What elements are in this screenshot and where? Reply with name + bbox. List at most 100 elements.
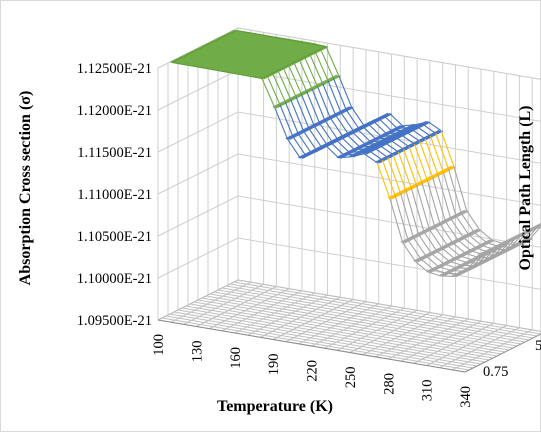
surface-x-line	[411, 129, 426, 140]
surface-x-line	[390, 139, 405, 150]
surface-x-line	[479, 229, 493, 241]
surface-x-line	[378, 139, 392, 144]
surface-x-line	[470, 250, 484, 256]
depth-axis-title: Optical Path Length (L)	[517, 106, 534, 271]
surface-depth-line	[413, 228, 478, 262]
surface-x-line	[415, 261, 429, 273]
surface-x-line	[447, 168, 462, 214]
surface-x-line	[346, 134, 361, 148]
surface-x-line	[338, 156, 352, 159]
surface-x-line	[524, 225, 539, 242]
surface-depth-line	[400, 209, 466, 243]
surface-x-line	[404, 126, 418, 131]
surface-x-line	[457, 239, 472, 252]
surface-x-line	[279, 104, 294, 137]
surface-x-line	[428, 271, 442, 277]
floor-gridline	[197, 299, 506, 353]
surface-x-line	[450, 218, 464, 238]
floor-gridline	[177, 309, 486, 363]
surface-depth-line	[263, 46, 329, 80]
surface-x-line	[378, 118, 393, 132]
surface-x-line	[492, 239, 506, 245]
surface-x-line	[395, 137, 410, 148]
surface-x-line	[327, 80, 342, 113]
x-tick-label: 220	[305, 360, 321, 382]
floor-gridline	[185, 305, 494, 359]
surface-x-line	[345, 109, 360, 130]
surface-x-line	[351, 106, 365, 127]
surface-depth-line	[336, 124, 402, 159]
chart-walls	[157, 27, 541, 332]
surface-x-line	[449, 260, 463, 266]
value-gridline	[157, 111, 541, 164]
surface-x-line	[402, 124, 416, 127]
depth-tick-label: 50	[535, 338, 541, 354]
x-tick-label: 190	[266, 354, 282, 376]
x-tick-label: 310	[420, 380, 436, 402]
surface-x-line	[444, 263, 458, 269]
surface-depth-line	[477, 222, 541, 256]
surface-x-line	[352, 131, 366, 145]
surface-x-line	[397, 151, 412, 188]
surface-x-line	[476, 247, 490, 253]
floor-gridline	[181, 307, 490, 361]
surface-x-line	[351, 153, 365, 158]
surface-x-line	[282, 67, 297, 98]
surface-x-line	[376, 113, 391, 121]
surface-x-line	[320, 48, 334, 79]
floor-gridline	[173, 311, 482, 365]
surface-x-line	[381, 159, 396, 196]
surface-x-line	[330, 142, 345, 156]
surface-x-line	[460, 255, 474, 261]
surface-x-line	[356, 150, 370, 155]
y-tick-label: 1.12500E-21	[77, 61, 152, 77]
surface-x-line	[376, 162, 391, 199]
floor-gridline	[221, 287, 530, 341]
surface-x-line	[389, 113, 404, 127]
y-tick-label: 1.09500E-21	[77, 313, 152, 329]
x-tick-label: 160	[228, 347, 244, 369]
surface-x-line	[322, 83, 337, 116]
surface-x-line	[367, 145, 381, 150]
floor-gridline	[225, 285, 534, 339]
surface-x-line	[387, 157, 402, 194]
surface-x-line	[399, 192, 414, 238]
surface-x-line	[308, 128, 323, 148]
surface-depth-line	[276, 75, 341, 109]
surface-x-line	[379, 145, 394, 156]
surface-x-line	[465, 252, 479, 258]
surface-x-line	[272, 72, 286, 103]
surface-depth-line	[404, 210, 469, 244]
surface-x-line	[319, 122, 333, 143]
surface-x-line	[368, 123, 382, 137]
surface-x-line	[517, 237, 531, 245]
floor-gridline	[165, 315, 474, 369]
surface-x-line	[427, 121, 442, 132]
surface-x-line	[388, 134, 402, 139]
surface-depth-line	[480, 225, 541, 257]
surface-x-line	[365, 142, 379, 146]
surface-x-line	[332, 77, 347, 110]
surface-x-line	[375, 137, 389, 140]
surface-x-line	[325, 145, 340, 159]
surface-x-line	[370, 140, 384, 143]
surface-x-line	[300, 40, 314, 45]
surface-x-line	[363, 153, 378, 164]
surface-depth-line	[323, 112, 389, 146]
surface-x-line	[325, 46, 340, 76]
surface-x-line	[392, 154, 407, 191]
surface-depth-line	[426, 239, 491, 273]
x-tick-label: 250	[343, 367, 359, 389]
surface-x-line	[399, 129, 413, 134]
surface-x-line	[410, 187, 425, 233]
surface-x-line	[309, 54, 324, 84]
surface-x-line	[422, 123, 437, 134]
surface-depth-line	[285, 106, 350, 140]
surface-x-line	[418, 234, 432, 254]
surface-depth-line	[353, 124, 418, 158]
y-tick-label: 1.10500E-21	[77, 229, 152, 245]
tick-labels: 1.09500E-21 1.10000E-21 1.10500E-21 1.11000…	[77, 61, 541, 408]
surface-x-line	[336, 139, 350, 153]
surface-x-line	[381, 134, 395, 138]
surface-x-line	[303, 130, 317, 151]
